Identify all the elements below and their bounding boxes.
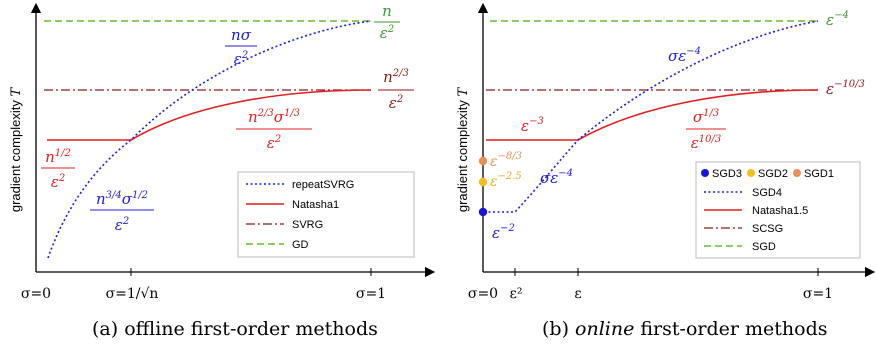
legend-sgd: SGD: [752, 241, 776, 253]
annot-sgd4-mid: σε−4: [540, 168, 573, 187]
annot-sgd4-top: σε−4: [668, 46, 701, 65]
panel-a-xtick-1: σ=1/√n: [106, 286, 159, 302]
panel-a-legend: repeatSVRG Natasha1 SVRG GD: [237, 171, 415, 258]
svg-text:n2/3: n2/3: [383, 68, 409, 86]
panel-a-xtick-0: σ=0: [21, 286, 51, 302]
panel-b-xtick-1: ε²: [510, 286, 523, 302]
annot-repeatsvrg-bottom: n3/4σ1/2 ε2: [90, 190, 154, 234]
svg-text:ε2: ε2: [380, 24, 394, 42]
legend-gd: GD: [292, 239, 309, 251]
panel-b: gradient complexity T σ=0 ε² ε σ=1 ε−4 σ…: [455, 2, 876, 302]
annot-scsg: ε−10/3: [826, 79, 865, 98]
caption-a: (a) offline first-order methods: [92, 318, 378, 340]
series-natasha1-line: [47, 89, 372, 141]
point-sgd1: [478, 156, 488, 166]
legend-natasha1: Natasha1: [292, 199, 339, 211]
svg-text:ε2: ε2: [267, 134, 281, 152]
series-sgd4-line: [484, 20, 819, 213]
svg-text:ε2: ε2: [389, 94, 403, 112]
annot-sgd1: ε−8/3: [490, 151, 522, 170]
legend-natasha15: Natasha1.5: [752, 205, 808, 217]
panel-b-xtick-0: σ=0: [468, 286, 498, 302]
point-sgd2: [478, 177, 488, 187]
annot-gd: n ε2: [374, 2, 400, 42]
annot-sgd3: ε−2: [492, 223, 515, 242]
annot-sgd2: ε−2.5: [490, 171, 522, 190]
svg-text:ε2: ε2: [115, 216, 129, 234]
panel-b-legend: SGD3 SGD2 SGD1 SGD4 Natasha1.5 SCSG SGD: [695, 161, 861, 259]
svg-text:nσ: nσ: [231, 26, 252, 44]
legend-sgd1: SGD1: [804, 168, 834, 180]
caption-b: (b) online first-order methods: [542, 318, 828, 340]
panel-b-xtick-2: ε: [574, 286, 581, 302]
svg-text:n2/3σ1/3: n2/3σ1/3: [248, 108, 300, 126]
legend-sgd4: SGD4: [752, 187, 782, 199]
svg-text:n3/4σ1/2: n3/4σ1/2: [96, 190, 148, 208]
legend-repeatsvrg: repeatSVRG: [292, 179, 354, 191]
legend-sgd3: SGD3: [712, 168, 742, 180]
series-natasha15-line: [486, 89, 819, 141]
panel-a-ylabel: gradient complexity T: [8, 87, 24, 213]
svg-text:σ1/3: σ1/3: [693, 108, 719, 126]
annot-natasha15-left: ε−3: [521, 116, 544, 135]
svg-text:ε2: ε2: [51, 173, 65, 191]
annot-sgd: ε−4: [826, 10, 849, 29]
panel-a-xtick-2: σ=1: [356, 286, 386, 302]
svg-text:ε10/3: ε10/3: [691, 134, 722, 152]
annot-natasha1-left: n1/2 ε2: [41, 148, 75, 191]
panel-a: gradient complexity T σ=0 σ=1/√n σ=1 n ε…: [8, 2, 436, 302]
svg-text:n: n: [382, 2, 392, 20]
annot-svrg: n2/3 ε2: [378, 68, 414, 112]
panel-b-ylabel: gradient complexity T: [455, 87, 471, 213]
legend-sgd2: SGD2: [758, 168, 788, 180]
panel-b-xtick-3: σ=1: [803, 286, 833, 302]
legend-svrg: SVRG: [292, 219, 323, 231]
legend-scsg: SCSG: [752, 223, 783, 235]
annot-natasha1-right: n2/3σ1/3 ε2: [236, 108, 312, 152]
svg-text:n1/2: n1/2: [45, 148, 71, 166]
point-sgd3: [478, 207, 488, 217]
annot-repeatsvrg-top: nσ ε2: [225, 26, 257, 68]
annot-natasha15-right: σ1/3 ε10/3: [686, 108, 726, 152]
svg-text:ε2: ε2: [234, 50, 248, 68]
series-repeatsvrg-line: [47, 20, 372, 259]
